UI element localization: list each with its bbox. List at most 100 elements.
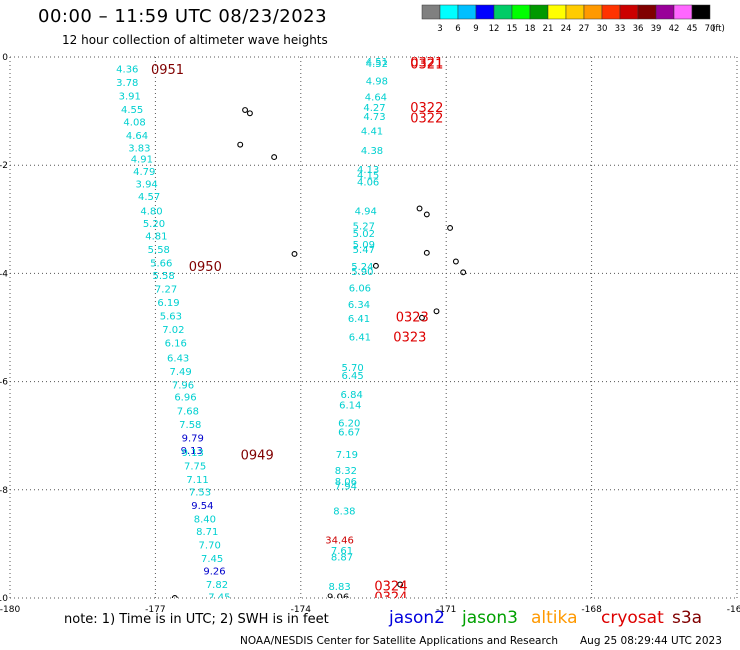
- wave-height-label: 4.81: [145, 232, 167, 243]
- wave-height-label: 6.45: [342, 371, 364, 382]
- wave-height-label: 6.67: [338, 427, 360, 438]
- colorbar-swatch: [691, 4, 711, 20]
- pass-time-label: 0321: [410, 55, 443, 70]
- legend-jason2: jason2: [389, 608, 445, 628]
- colorbar-tick-label: 39: [651, 24, 662, 34]
- island-marker: [423, 211, 430, 218]
- wave-height-label: 7.45: [201, 554, 223, 565]
- wave-height-label: 5.24: [351, 262, 373, 273]
- x-tick-label: -174: [291, 605, 312, 615]
- x-tick-label: -177: [145, 605, 165, 615]
- wave-height-label: 7.68: [177, 406, 199, 417]
- pass-time-label: 0951: [151, 63, 184, 78]
- y-tick-label: -6: [0, 378, 8, 388]
- y-tick-label: -8: [0, 486, 8, 496]
- wave-height-label: 4.41: [361, 127, 383, 138]
- wave-height-label: 4.08: [123, 117, 145, 128]
- pass-time-label: 0321: [410, 57, 443, 72]
- colorbar-tick-label: 21: [543, 24, 554, 34]
- y-tick-label: -2: [0, 161, 8, 171]
- wave-height-label: 7.49: [169, 367, 191, 378]
- colorbar-swatch: [421, 4, 441, 20]
- wave-height-label: 4.64: [365, 92, 387, 103]
- wave-height-label: 4.79: [133, 167, 155, 178]
- wave-height-label: 5.58: [153, 271, 175, 282]
- wave-height-label: 5.20: [143, 219, 165, 230]
- wave-height-label: 6.41: [349, 333, 371, 344]
- island-marker: [416, 205, 423, 212]
- x-tick-label: -165: [727, 605, 740, 615]
- wave-height-label: 6.19: [157, 298, 179, 309]
- colorbar-swatch: [547, 4, 567, 20]
- colorbar-swatch: [601, 4, 621, 20]
- island-marker: [291, 250, 298, 257]
- island-marker: [423, 249, 430, 256]
- wave-height-label: 9.13: [181, 446, 203, 457]
- wave-height-label: 3.78: [116, 78, 138, 89]
- colorbar-tick-label: 3: [437, 24, 442, 34]
- legend-altika: altika: [531, 608, 578, 628]
- wave-height-label: 9.54: [191, 501, 213, 512]
- wave-height-label: 6.96: [174, 393, 196, 404]
- plot-area: 4.363.783.914.554.084.643.834.914.793.94…: [116, 55, 740, 614]
- colorbar-tick-label: 36: [633, 24, 644, 34]
- colorbar-swatch: [637, 4, 657, 20]
- wave-height-label: 7.11: [186, 475, 208, 486]
- wave-height-label: 4.06: [357, 177, 379, 188]
- wave-height-label: 7.82: [206, 580, 228, 591]
- wave-height-label: 6.41: [348, 314, 370, 325]
- wave-height-label: 8.79: [326, 603, 348, 614]
- wave-height-label: 5.90: [351, 267, 373, 278]
- pass-time-label: 0324: [374, 590, 407, 605]
- legend-jason3: jason3: [462, 608, 518, 628]
- wave-height-label: 5.47: [353, 245, 375, 256]
- wave-height-label: 5.58: [148, 245, 170, 256]
- island-marker: [271, 154, 278, 161]
- wave-height-label: 6.06: [349, 283, 371, 294]
- wave-height-label: 7.75: [184, 461, 206, 472]
- chart-subtitle: 12 hour collection of altimeter wave hei…: [62, 33, 328, 47]
- wave-height-label: 4.98: [366, 76, 388, 87]
- wave-height-label: 3.91: [119, 91, 141, 102]
- colorbar-tick-label: 33: [615, 24, 626, 34]
- wave-height-label: 6.16: [165, 339, 187, 350]
- island-marker: [397, 581, 404, 588]
- y-tick-label: 0: [2, 53, 8, 63]
- colorbar-swatch: [457, 4, 477, 20]
- x-tick-label: -168: [581, 605, 602, 615]
- colorbar-tick-label: 9: [473, 24, 478, 34]
- wave-height-label: 8.71: [196, 527, 218, 538]
- pass-time-label: 0323: [396, 311, 429, 326]
- wave-height-label: 7.94: [335, 481, 357, 492]
- island-marker: [419, 314, 425, 321]
- wave-height-label: 7.96: [172, 380, 194, 391]
- pass-time-label: 0950: [189, 260, 222, 275]
- island-marker: [171, 595, 178, 598]
- y-tick-label: -4: [0, 269, 8, 279]
- wave-height-label: 6.20: [338, 419, 360, 430]
- colorbar-tick-label: 15: [507, 24, 518, 34]
- wave-height-label: 7.53: [189, 487, 211, 498]
- pass-time-label: 0949: [241, 449, 274, 464]
- legend-s3a: s3a: [672, 608, 703, 628]
- wave-height-label: 7.19: [336, 450, 358, 461]
- wave-height-label: 6.84: [341, 390, 363, 401]
- colorbar-swatch: [565, 4, 585, 20]
- chart-title: 00:00 – 11:59 UTC 08/23/2023: [38, 6, 328, 27]
- wave-height-label: 4.94: [355, 207, 377, 218]
- wave-height-label: 5.66: [150, 259, 172, 270]
- colorbar-swatch: [493, 4, 513, 20]
- credit-text: NOAA/NESDIS Center for Satellite Applica…: [240, 635, 558, 647]
- colorbar-swatch: [439, 4, 459, 20]
- wave-height-label: 4.57: [138, 192, 160, 203]
- wave-height-label: 8.40: [194, 514, 216, 525]
- wave-height-label: 4.51: [366, 57, 388, 68]
- wave-height-label: 34.46: [325, 536, 354, 547]
- x-tick-label: -171: [436, 605, 456, 615]
- wave-height-label: 9.13: [182, 448, 204, 459]
- wave-height-label: 7.02: [162, 325, 184, 336]
- wave-height-label: 6.14: [339, 400, 361, 411]
- wave-height-label: 5.27: [353, 221, 375, 232]
- wave-height-label: 5.63: [160, 312, 182, 323]
- wave-height-label: 5.09: [353, 240, 375, 251]
